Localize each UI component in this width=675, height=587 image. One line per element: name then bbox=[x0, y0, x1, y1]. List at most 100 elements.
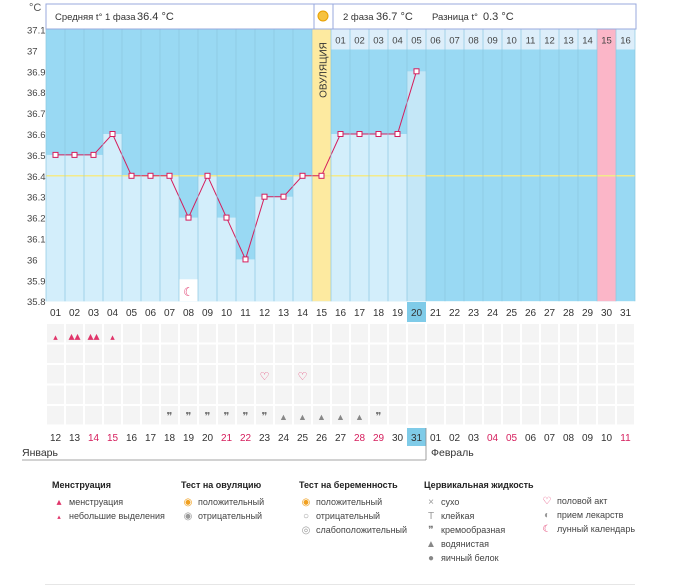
cycle-day-label: 12 bbox=[259, 308, 271, 319]
symbol-cell bbox=[408, 406, 425, 425]
symbol-cell bbox=[370, 385, 387, 404]
cycle-day-label: 03 bbox=[88, 308, 100, 319]
cycle-day-label: 09 bbox=[202, 308, 214, 319]
symbol-cell bbox=[294, 385, 311, 404]
drop-icon: ▴ bbox=[53, 332, 58, 342]
symbol-cell bbox=[617, 406, 634, 425]
symbol-cell bbox=[218, 344, 235, 363]
y-tick-label: 36.6 bbox=[27, 130, 46, 141]
symbol-cell bbox=[123, 324, 140, 343]
symbol-cell bbox=[617, 385, 634, 404]
calendar-date-label: 01 bbox=[430, 433, 442, 444]
temperature-point bbox=[356, 131, 363, 137]
temperature-point bbox=[109, 131, 116, 137]
symbol-cell bbox=[332, 385, 349, 404]
symbol-cell bbox=[256, 406, 273, 425]
header-phase2-label: 2 фаза bbox=[343, 12, 374, 23]
today-cell bbox=[407, 302, 426, 322]
symbol-cell bbox=[503, 365, 520, 384]
creamy-icon: ❞ bbox=[243, 411, 249, 423]
symbol-cell bbox=[123, 344, 140, 363]
symbol-cell bbox=[503, 385, 520, 404]
temp-bar bbox=[388, 134, 407, 302]
watery-icon: ▲ bbox=[298, 412, 307, 422]
symbol-cell bbox=[560, 344, 577, 363]
symbol-cell bbox=[180, 365, 197, 384]
cycle-day-label: 23 bbox=[468, 308, 480, 319]
watery-icon: ▲ bbox=[426, 539, 436, 550]
phase2-day-label: 05 bbox=[411, 36, 422, 47]
symbol-cell bbox=[66, 324, 83, 343]
month-left-label: Январь bbox=[22, 447, 59, 459]
symbol-cell bbox=[408, 324, 425, 343]
calendar-date-label: 07 bbox=[544, 433, 556, 444]
header-diff-value: 0.3 °C bbox=[483, 11, 514, 23]
symbol-cell bbox=[275, 365, 292, 384]
temperature-point bbox=[318, 172, 325, 179]
temperature-point bbox=[52, 151, 59, 158]
header-phase1-label: Средняя t° 1 фаза bbox=[55, 12, 136, 23]
symbol-cell bbox=[522, 365, 539, 384]
temp-bar bbox=[141, 175, 160, 302]
legend-ovulation-test-title: Тест на овуляцию bbox=[181, 480, 262, 490]
symbol-cell bbox=[180, 344, 197, 363]
symbol-cell bbox=[180, 385, 197, 404]
temperature-point bbox=[90, 151, 97, 158]
temp-bar bbox=[350, 134, 369, 302]
symbol-cell bbox=[522, 406, 539, 425]
cycle-day-label: 04 bbox=[107, 308, 119, 319]
symbol-cell bbox=[142, 385, 159, 404]
symbol-cell bbox=[617, 324, 634, 343]
symbol-cell bbox=[313, 385, 330, 404]
legend-menstruation: Менструация ▴ менструация ▴ небольшие выде… bbox=[52, 480, 165, 523]
calendar-date-label: 04 bbox=[487, 433, 499, 444]
legend-item: отрицательный bbox=[198, 511, 263, 521]
heart-icon: ♡ bbox=[298, 371, 308, 383]
calendar-date-label: 14 bbox=[88, 433, 100, 444]
y-tick-label: 36 bbox=[27, 255, 38, 266]
symbol-cell bbox=[370, 406, 387, 425]
symbol-cell bbox=[351, 406, 368, 425]
symbol-cell bbox=[408, 365, 425, 384]
temperature-point bbox=[71, 151, 78, 158]
drop-large-icon: ▴ bbox=[56, 497, 62, 508]
symbol-cell bbox=[142, 365, 159, 384]
test-positive-icon: ◉ bbox=[301, 497, 311, 508]
temperature-point bbox=[147, 172, 154, 179]
temp-bar bbox=[122, 175, 141, 302]
calendar-date-label: 19 bbox=[183, 433, 195, 444]
y-tick-label: 36.1 bbox=[27, 235, 46, 246]
legend-cervical-title: Цервикальная жидкость bbox=[424, 480, 534, 490]
symbol-cell bbox=[541, 385, 558, 404]
symbol-cell bbox=[560, 365, 577, 384]
symbol-cell bbox=[484, 324, 501, 343]
symbol-cell bbox=[541, 406, 558, 425]
phase2-day-label: 15 bbox=[601, 36, 612, 47]
cycle-day-label: 02 bbox=[69, 308, 81, 319]
cycle-day-label: 27 bbox=[544, 308, 556, 319]
symbol-cell bbox=[199, 406, 216, 425]
cycle-day-label: 17 bbox=[354, 308, 366, 319]
legend-item: слабоположительный bbox=[316, 525, 408, 535]
cycle-day-label: 06 bbox=[145, 308, 157, 319]
legend-item: яичный белок bbox=[441, 553, 499, 563]
calendar-date-label: 13 bbox=[69, 433, 81, 444]
creamy-icon: ❞ bbox=[262, 411, 268, 423]
symbol-cell bbox=[503, 324, 520, 343]
moon-icon: ☾ bbox=[183, 285, 194, 299]
symbol-cell bbox=[579, 365, 596, 384]
egg-white-icon: ● bbox=[427, 553, 435, 564]
cycle-day-label: 16 bbox=[335, 308, 347, 319]
cycle-day-label: 31 bbox=[620, 308, 632, 319]
cycle-day-label: 14 bbox=[297, 308, 309, 319]
calendar-date-label: 21 bbox=[221, 433, 233, 444]
temp-bar bbox=[407, 71, 426, 302]
y-tick-label: 36.8 bbox=[27, 88, 46, 99]
drop-icon: ▴▴ bbox=[87, 329, 99, 343]
cycle-day-label: 22 bbox=[449, 308, 461, 319]
symbol-cell bbox=[123, 365, 140, 384]
creamy-icon: ❞ bbox=[205, 411, 211, 423]
symbol-cell bbox=[142, 406, 159, 425]
symbol-cell bbox=[465, 324, 482, 343]
temp-bar bbox=[46, 154, 65, 302]
